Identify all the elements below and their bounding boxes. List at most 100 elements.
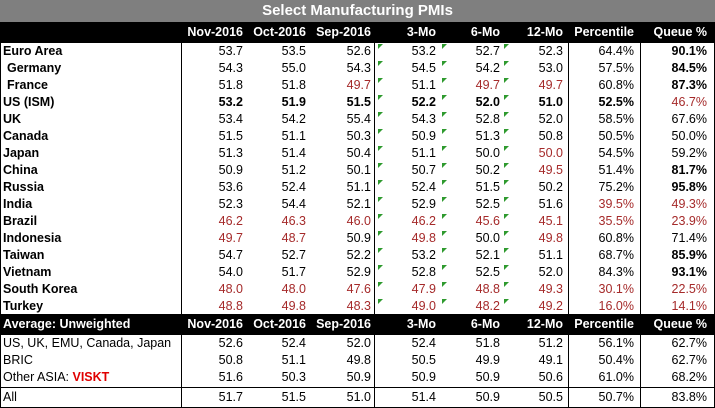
table-cell: 46.0: [346, 214, 371, 228]
all-label: All: [3, 390, 17, 404]
table-cell: 52.1: [346, 197, 371, 211]
table-cell: 50.4%: [598, 353, 634, 367]
column-header: Percentile: [574, 317, 634, 331]
grid-line: [0, 42, 715, 43]
table-cell: 64.4%: [598, 44, 634, 58]
table-cell: 52.0: [538, 265, 563, 279]
column-header: 12-Mo: [526, 317, 563, 331]
table-cell: 51.2: [538, 336, 563, 350]
table-cell: 49.8: [411, 231, 436, 245]
table-cell: 52.5: [475, 265, 500, 279]
table-cell: 84.5%: [671, 61, 707, 75]
table-cell: 52.0: [475, 95, 500, 109]
table-cell: 53.6: [218, 180, 243, 194]
cell-marker: [504, 265, 509, 270]
table-row: US (ISM) 53.2 51.9 51.5 52.2 52.0 51.0 52.5% 46.…: [0, 94, 715, 111]
column-header: Oct-2016: [253, 25, 306, 39]
cell-marker: [504, 146, 509, 151]
table-cell: 49.8: [281, 299, 306, 313]
table-cell: 50.7%: [598, 390, 634, 404]
table-cell: 52.1: [475, 248, 500, 262]
country-label: Japan: [3, 146, 40, 160]
cell-marker: [504, 299, 509, 304]
cell-marker: [504, 214, 509, 219]
table-cell: 50.6: [538, 370, 563, 384]
country-label: South Korea: [3, 282, 78, 296]
table-row: Euro Area 53.7 53.5 52.6 53.2 52.7 52.3 64.4% 90…: [0, 43, 715, 60]
table-cell: 52.0: [346, 336, 371, 350]
table-cell: 85.9%: [671, 248, 707, 262]
average-label: Other ASIA: VISKT: [3, 369, 181, 386]
table-cell: 14.1%: [671, 299, 707, 313]
table-cell: 52.8: [411, 265, 436, 279]
table-cell: 51.1: [538, 248, 563, 262]
table-cell: 51.8: [218, 78, 243, 92]
table-cell: 62.7%: [671, 336, 707, 350]
table-cell: 49.7: [538, 78, 563, 92]
table-row: South Korea 48.0 48.0 47.6 47.9 48.8 49.3 30.1%…: [0, 281, 715, 298]
cell-marker: [442, 214, 447, 219]
average-label-text: BRIC: [3, 353, 33, 367]
table-cell: 50.9: [346, 370, 371, 384]
table-cell: 52.0: [538, 112, 563, 126]
table-cell: 50.9: [346, 231, 371, 245]
table-cell: 49.2: [538, 299, 563, 313]
cell-marker: [442, 265, 447, 270]
cell-marker: [378, 95, 383, 100]
cell-marker: [378, 78, 383, 83]
cell-marker: [378, 146, 383, 151]
country-label: Euro Area: [3, 44, 63, 58]
country-label: Indonesia: [3, 231, 62, 245]
table-cell: 51.4%: [598, 163, 634, 177]
average-label: US, UK, EMU, Canada, Japan: [3, 335, 181, 352]
country-label: France: [7, 78, 48, 92]
table-cell: 58.5%: [598, 112, 634, 126]
cell-marker: [442, 61, 447, 66]
table-cell: 52.5%: [598, 95, 634, 109]
cell-marker: [378, 282, 383, 287]
country-label: India: [3, 197, 33, 211]
table-cell: 46.2: [218, 214, 243, 228]
cell-marker: [442, 197, 447, 202]
table-cell: 52.4: [411, 336, 436, 350]
average-header-row: Average: Unweighted Nov-2016 Oct-2016 Sep-2…: [0, 315, 715, 334]
average-row: US, UK, EMU, Canada, Japan 52.6 52.4 52.0 52…: [0, 335, 715, 352]
table-cell: 62.7%: [671, 353, 707, 367]
table-cell: 46.3: [281, 214, 306, 228]
table-cell: 39.5%: [598, 197, 634, 211]
table-cell: 52.7: [281, 248, 306, 262]
table-cell: 46.2: [411, 214, 436, 228]
table-row: India 52.3 54.4 52.1 52.9 52.5 51.6 39.5% 49.3%: [0, 196, 715, 213]
column-header: 6-Mo: [470, 317, 500, 331]
table-cell: 50.9: [475, 370, 500, 384]
country-label: Germany: [7, 61, 62, 75]
table-cell: 51.1: [281, 129, 306, 143]
table-cell: 55.4: [346, 112, 371, 126]
average-row: Other ASIA: VISKT 51.6 50.3 50.9 50.9 50.9 50.…: [0, 369, 715, 386]
table-cell: 53.5: [281, 44, 306, 58]
cell-marker: [442, 163, 447, 168]
table-cell: 49.9: [475, 353, 500, 367]
column-header: 12-Mo: [526, 25, 563, 39]
country-label: US (ISM): [3, 95, 55, 109]
country-label: UK: [3, 112, 22, 126]
table-cell: 51.7: [281, 265, 306, 279]
average-label: BRIC: [3, 352, 181, 369]
table-cell: 50.2: [538, 180, 563, 194]
table-cell: 51.6: [218, 370, 243, 384]
cell-marker: [442, 95, 447, 100]
table-cell: 54.2: [281, 112, 306, 126]
table-cell: 52.5: [475, 197, 500, 211]
table-cell: 59.2%: [671, 146, 707, 160]
table-cell: 51.3: [475, 129, 500, 143]
table-cell: 51.2: [281, 163, 306, 177]
column-header: 6-Mo: [470, 25, 500, 39]
table-cell: 48.2: [475, 299, 500, 313]
table-cell: 51.4: [411, 390, 436, 404]
column-header: 3-Mo: [406, 317, 436, 331]
table-cell: 53.2: [411, 44, 436, 58]
cell-marker: [504, 112, 509, 117]
table-cell: 51.7: [218, 390, 243, 404]
table-cell: 48.0: [218, 282, 243, 296]
table-row: Canada 51.5 51.1 50.3 50.9 51.3 50.8 50.5% 50.0%: [0, 128, 715, 145]
